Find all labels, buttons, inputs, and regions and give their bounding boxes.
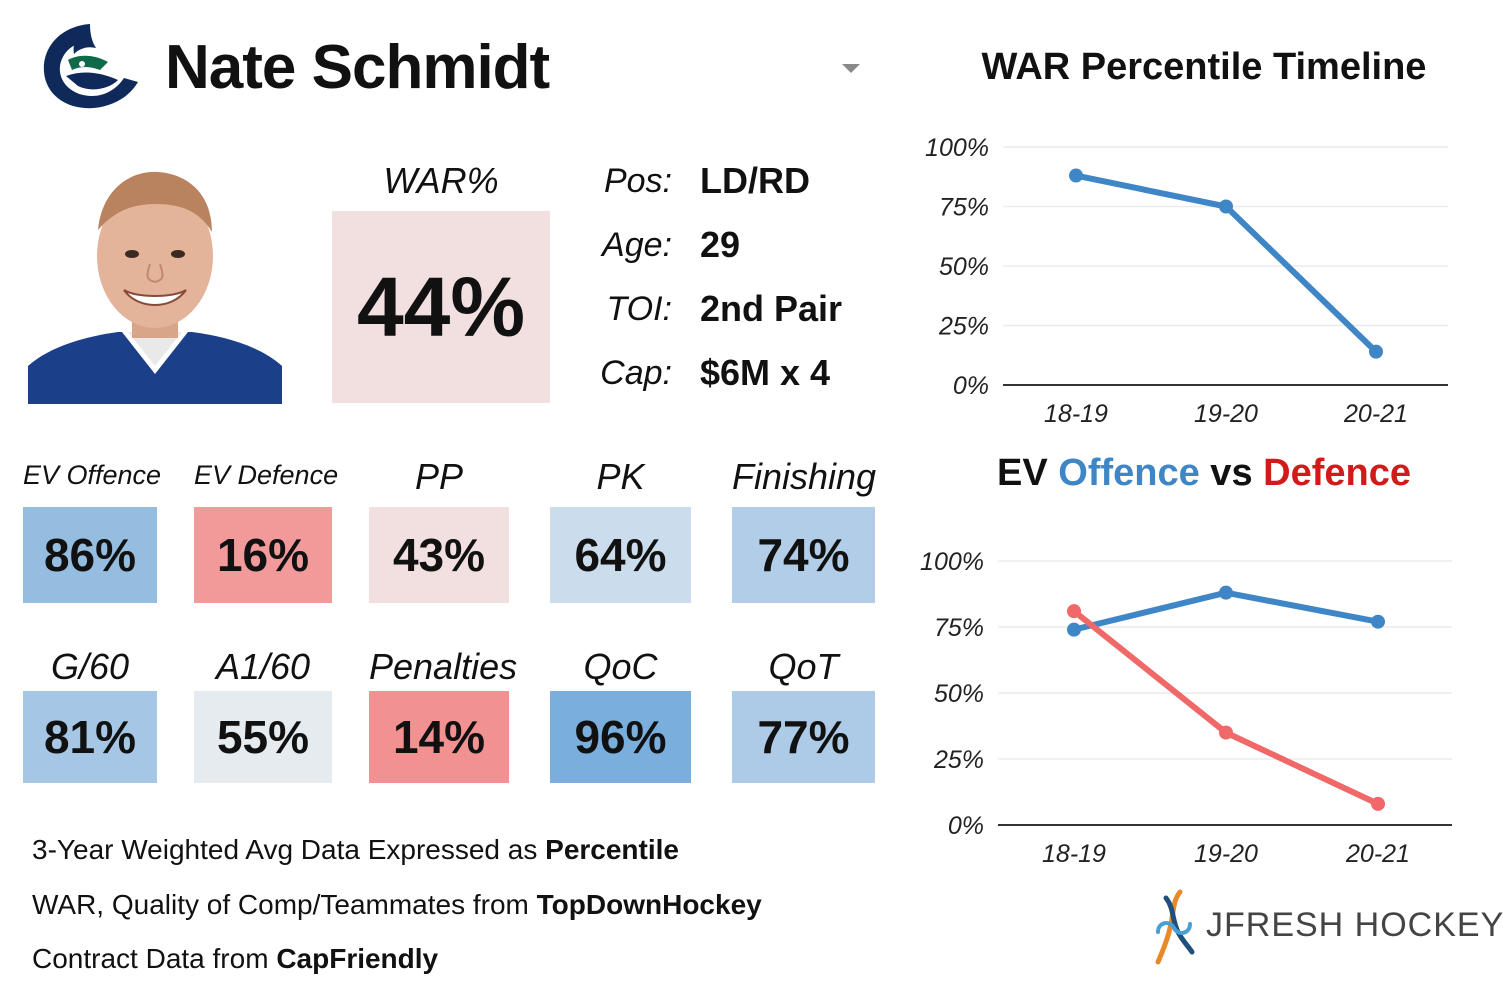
- info-label-toi: TOI:: [606, 290, 673, 328]
- canucks-orca-logo-icon: [43, 24, 139, 109]
- stat-label-ev-offence: EV Offence: [23, 460, 162, 490]
- stat-label-pp: PP: [414, 456, 464, 497]
- y-tick-label: 25%: [938, 313, 989, 341]
- stat-label-a160: A1/60: [215, 646, 311, 687]
- footnote-war-source: WAR, Quality of Comp/Teammates from TopD…: [32, 889, 762, 920]
- footnote-contract-source: Contract Data from CapFriendly: [32, 943, 439, 974]
- stat-label-ev-defence: EV Defence: [194, 460, 339, 490]
- data-point: [1369, 344, 1383, 359]
- y-tick-label: 50%: [934, 680, 984, 708]
- y-tick-label: 100%: [920, 548, 984, 576]
- info-label-pos: Pos:: [603, 162, 672, 200]
- series-line-1: [1071, 608, 1381, 807]
- chart-title-ev-offence-defence: EV Offence vs Defence: [997, 452, 1411, 494]
- data-point: [1069, 168, 1083, 183]
- jfresh-hockey-logo-icon: [1155, 889, 1195, 965]
- data-point: [1219, 199, 1233, 214]
- player-name: Nate Schmidt: [165, 33, 550, 102]
- footnote-percentile: 3-Year Weighted Avg Data Expressed as Pe…: [32, 834, 679, 865]
- y-tick-label: 0%: [948, 812, 984, 840]
- player-photo: [28, 160, 282, 404]
- x-tick-label: 19-20: [1194, 840, 1258, 868]
- x-tick-label: 18-19: [1042, 840, 1106, 868]
- info-value-cap: $6M x 4: [700, 352, 831, 393]
- y-tick-label: 50%: [939, 253, 989, 281]
- info-value-pos: LD/RD: [700, 160, 810, 201]
- y-tick-label: 25%: [933, 746, 984, 774]
- stat-label-g60: G/60: [50, 646, 130, 687]
- data-point: [1371, 614, 1385, 629]
- stat-value-g60: 81%: [23, 691, 157, 783]
- war-label: WAR%: [383, 160, 499, 201]
- stat-value-ev-offence: 86%: [23, 507, 157, 603]
- y-tick-label: 75%: [939, 194, 989, 222]
- caret-down-icon[interactable]: [840, 60, 862, 76]
- stat-label-qot: QoT: [768, 646, 839, 687]
- stat-value-qot: 77%: [732, 691, 875, 783]
- y-tick-label: 0%: [953, 372, 989, 400]
- x-tick-label: 20-21: [1345, 840, 1410, 868]
- war-value: 44%: [332, 211, 550, 403]
- data-point: [1219, 585, 1233, 600]
- stat-value-penalties: 14%: [369, 691, 509, 783]
- stat-value-ev-defence: 16%: [194, 507, 332, 603]
- x-tick-label: 18-19: [1044, 400, 1108, 428]
- stat-value-a160: 55%: [194, 691, 332, 783]
- info-label-age: Age:: [602, 226, 672, 264]
- data-point: [1219, 725, 1233, 740]
- data-point: [1067, 604, 1081, 619]
- stat-label-pk: PK: [596, 456, 645, 497]
- x-tick-label: 19-20: [1194, 400, 1258, 428]
- y-tick-label: 75%: [934, 614, 984, 642]
- x-tick-label: 20-21: [1343, 400, 1408, 428]
- brand-name: JFRESH HOCKEY: [1206, 906, 1504, 944]
- info-value-toi: 2nd Pair: [700, 288, 843, 329]
- stat-value-pk: 64%: [550, 507, 691, 603]
- stat-value-qoc: 96%: [550, 691, 691, 783]
- stat-value-pp: 43%: [369, 507, 509, 603]
- chart-title-war-timeline: WAR Percentile Timeline: [981, 46, 1427, 88]
- stat-label-penalties: Penalties: [369, 646, 518, 687]
- stat-value-finishing: 74%: [732, 507, 875, 603]
- info-label-cap: Cap:: [600, 354, 672, 392]
- stat-label-finishing: Finishing: [732, 456, 877, 497]
- info-value-age: 29: [700, 224, 741, 265]
- stat-label-qoc: QoC: [583, 646, 658, 687]
- data-point: [1067, 622, 1081, 637]
- y-tick-label: 100%: [925, 134, 989, 162]
- data-point: [1371, 796, 1385, 811]
